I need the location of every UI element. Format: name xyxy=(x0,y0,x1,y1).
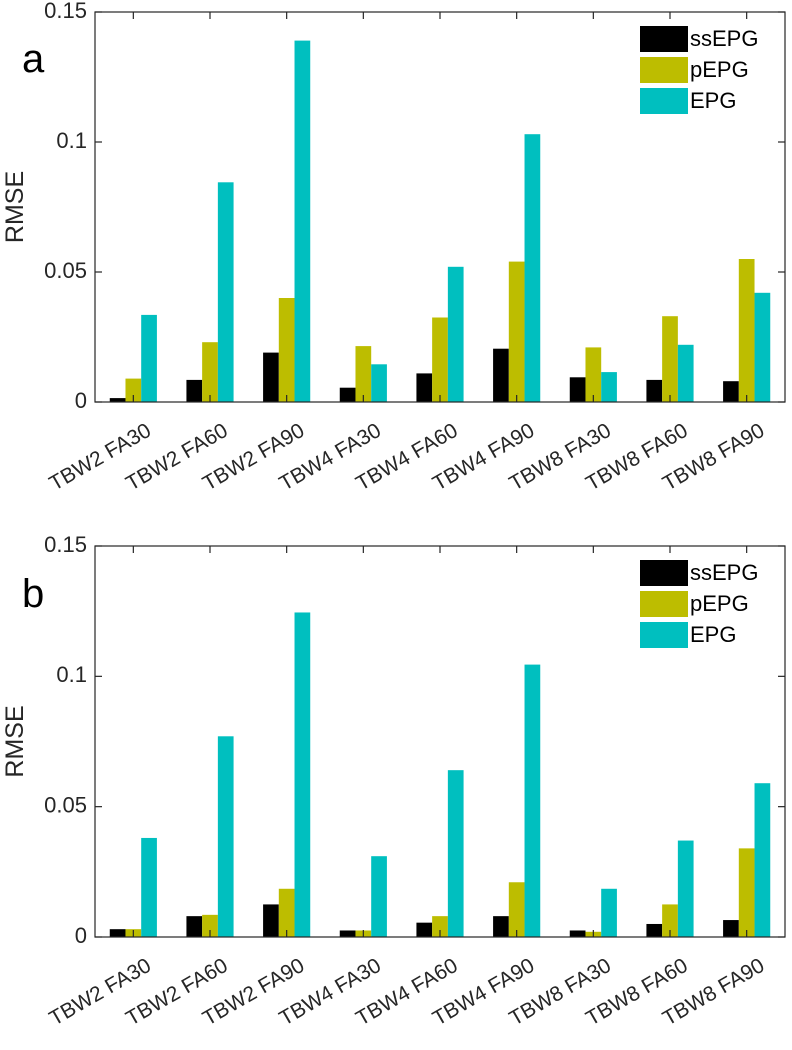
bar-ssEPG-6 xyxy=(493,916,509,937)
bar-pEPG-7 xyxy=(585,347,602,402)
bar-pEPG-3 xyxy=(278,888,295,937)
y-tick-label: 0.05 xyxy=(44,792,87,817)
bar-EPG-4 xyxy=(371,364,387,402)
bar-EPG-3 xyxy=(294,40,311,402)
bar-EPG-6 xyxy=(524,134,541,402)
bar-pEPG-5 xyxy=(432,317,448,402)
bar-EPG-7 xyxy=(601,372,617,402)
y-tick-label: 0 xyxy=(75,923,87,948)
legend-swatch-ssEPG xyxy=(640,26,688,52)
bar-EPG-4 xyxy=(371,856,387,937)
bar-ssEPG-9 xyxy=(723,381,739,402)
bar-ssEPG-5 xyxy=(416,373,433,402)
bar-pEPG-1 xyxy=(125,378,142,402)
bar-EPG-8 xyxy=(677,840,694,937)
bar-EPG-6 xyxy=(524,664,541,937)
bar-ssEPG-3 xyxy=(263,352,279,402)
y-tick-label: 0.15 xyxy=(44,0,87,23)
bar-EPG-5 xyxy=(447,266,464,402)
y-axis-title: RMSE xyxy=(1,705,29,777)
panel-letter: a xyxy=(22,37,45,81)
bar-EPG-8 xyxy=(677,344,694,402)
bar-ssEPG-1 xyxy=(109,929,126,937)
bar-ssEPG-5 xyxy=(416,922,433,937)
legend-label-pEPG: pEPG xyxy=(690,57,749,82)
bar-pEPG-4 xyxy=(355,346,372,402)
legend-label-ssEPG: ssEPG xyxy=(690,26,758,51)
bar-pEPG-3 xyxy=(278,298,295,402)
bar-EPG-9 xyxy=(754,292,771,402)
y-tick-label: 0.1 xyxy=(56,128,87,153)
legend-label-ssEPG: ssEPG xyxy=(690,560,758,585)
bar-ssEPG-8 xyxy=(646,923,663,937)
legend-swatch-pEPG xyxy=(640,57,688,83)
y-tick-label: 0.15 xyxy=(44,532,87,557)
y-tick-label: 0.1 xyxy=(56,662,87,687)
bar-ssEPG-4 xyxy=(339,930,356,937)
bar-ssEPG-9 xyxy=(723,920,739,937)
legend-swatch-EPG xyxy=(640,88,688,114)
bar-pEPG-2 xyxy=(202,914,218,937)
legend-label-EPG: EPG xyxy=(690,622,736,647)
bar-ssEPG-4 xyxy=(339,387,356,402)
bar-EPG-5 xyxy=(447,770,464,937)
bar-EPG-9 xyxy=(754,783,771,937)
bar-EPG-3 xyxy=(294,612,311,937)
bar-pEPG-6 xyxy=(508,261,525,402)
bar-EPG-7 xyxy=(601,888,617,937)
bar-ssEPG-3 xyxy=(263,904,279,937)
bar-pEPG-9 xyxy=(738,259,755,402)
bar-EPG-2 xyxy=(217,736,234,937)
legend-label-EPG: EPG xyxy=(690,88,736,113)
panel-letter: b xyxy=(22,572,44,616)
bar-pEPG-2 xyxy=(202,342,218,402)
legend-label-pEPG: pEPG xyxy=(690,591,749,616)
bar-ssEPG-8 xyxy=(646,379,663,402)
bar-pEPG-8 xyxy=(662,904,678,937)
bar-ssEPG-7 xyxy=(569,377,586,402)
bar-pEPG-9 xyxy=(738,848,755,937)
bar-EPG-1 xyxy=(141,314,157,402)
y-tick-label: 0.05 xyxy=(44,258,87,283)
y-axis-title: RMSE xyxy=(1,171,29,243)
bar-EPG-1 xyxy=(141,837,157,937)
legend-swatch-pEPG xyxy=(640,591,688,617)
bar-ssEPG-2 xyxy=(186,916,203,937)
bar-ssEPG-6 xyxy=(493,348,509,402)
bar-ssEPG-2 xyxy=(186,379,203,402)
bar-ssEPG-7 xyxy=(569,930,586,937)
bar-pEPG-6 xyxy=(508,882,525,937)
y-tick-label: 0 xyxy=(75,388,87,413)
legend-swatch-EPG xyxy=(640,622,688,648)
bar-ssEPG-1 xyxy=(109,398,126,402)
legend-swatch-ssEPG xyxy=(640,560,688,586)
bar-pEPG-8 xyxy=(662,316,678,402)
bar-EPG-2 xyxy=(217,182,234,402)
bar-pEPG-5 xyxy=(432,916,448,937)
